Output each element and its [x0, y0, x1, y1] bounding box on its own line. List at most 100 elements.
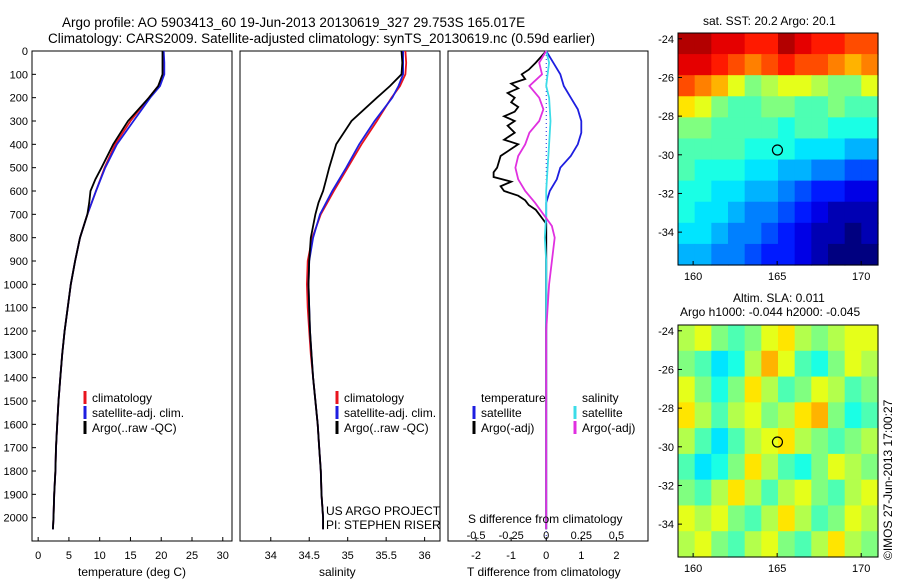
difference-profile-lines — [492, 50, 583, 530]
heatmap-cell — [678, 138, 696, 161]
heatmap-cell — [744, 479, 762, 507]
heatmap-cell — [694, 54, 712, 76]
legend-argo-label: Argo(..raw -QC) — [344, 421, 429, 435]
lon-tick-label: 160 — [684, 563, 702, 575]
heatmap-cell — [678, 159, 696, 182]
heatmap-cell — [828, 402, 846, 429]
heatmap-cell — [728, 531, 746, 558]
heatmap-cell — [844, 138, 862, 161]
heatmap-cell — [778, 33, 796, 55]
heatmap-cell — [678, 428, 696, 455]
s-difference-tick-label: 0.5 — [609, 530, 624, 542]
heatmap-cell — [778, 117, 796, 140]
lat-tick-label: -24 — [658, 326, 674, 338]
heatmap-cell — [744, 531, 762, 558]
heatmap-cell — [694, 33, 712, 55]
heatmap-cell — [761, 350, 779, 378]
heatmap-cell — [794, 75, 812, 97]
heatmap-cell — [744, 201, 762, 224]
heatmap-cell — [744, 96, 762, 118]
heatmap-cell — [828, 33, 846, 55]
heatmap-cell — [778, 159, 796, 182]
sla-argo-location-marker — [771, 436, 784, 448]
heatmap-cell — [861, 75, 879, 97]
lat-tick-label: -34 — [658, 227, 674, 239]
heatmap-cell — [744, 376, 762, 403]
heatmap-cell — [761, 159, 779, 182]
heatmap-cell — [828, 180, 846, 203]
heatmap-cell — [861, 222, 879, 245]
heatmap-cell — [828, 96, 846, 118]
depth-tick-label: 1100 — [4, 303, 28, 315]
sla-map-panel: Altim. SLA: 0.011 Argo h1000: -0.044 h20… — [658, 291, 879, 575]
heatmap-cell — [861, 479, 879, 507]
heatmap-cell — [711, 453, 729, 481]
salinity-tick-label: 36 — [418, 550, 430, 562]
heatmap-cell — [761, 325, 779, 352]
heatmap-cell — [744, 243, 762, 266]
heatmap-cell — [811, 350, 829, 378]
temperature-tick-label: 5 — [66, 550, 72, 562]
depth-tick-label: 1400 — [4, 373, 28, 385]
s-difference-tick-label: 0.25 — [571, 530, 592, 542]
heatmap-cell — [828, 117, 846, 140]
heatmap-cell — [844, 531, 862, 558]
heatmap-cell — [811, 505, 829, 532]
heatmap-cell — [711, 54, 729, 76]
depth-tick-label: 500 — [10, 163, 28, 175]
heatmap-cell — [778, 54, 796, 76]
salinity-tick-label: 35.5 — [375, 550, 396, 562]
heatmap-cell — [794, 531, 812, 558]
heatmap-cell — [828, 201, 846, 224]
heatmap-cell — [694, 350, 712, 378]
lat-tick-label: -24 — [658, 34, 674, 46]
heatmap-cell — [744, 325, 762, 352]
heatmap-cell — [828, 479, 846, 507]
heatmap-cell — [828, 376, 846, 403]
heatmap-cell — [744, 350, 762, 378]
series-argo-raw-qc- — [52, 51, 164, 530]
heatmap-cell — [744, 138, 762, 161]
heatmap-cell — [861, 33, 879, 55]
lat-tick-label: -26 — [658, 72, 674, 84]
heatmap-cell — [811, 117, 829, 140]
sst-map-panel: sat. SST: 20.2 Argo: 20.1 160 165 170 -24 -2… — [658, 14, 879, 283]
heatmap-cell — [694, 117, 712, 140]
heatmap-cell — [811, 325, 829, 352]
heatmap-cell — [711, 325, 729, 352]
t-difference-tick-label: 1 — [578, 550, 584, 562]
heatmap-cell — [711, 376, 729, 403]
depth-tick-label: 300 — [10, 116, 28, 128]
legend-salinity-title: salinity — [582, 391, 619, 405]
heatmap-cell — [711, 138, 729, 161]
heatmap-cell — [794, 201, 812, 224]
heatmap-cell — [711, 531, 729, 558]
salinity-plot-frame — [239, 50, 441, 542]
lat-tick-label: -30 — [658, 150, 674, 162]
heatmap-cell — [711, 243, 729, 266]
heatmap-cell — [844, 54, 862, 76]
heatmap-cell — [811, 33, 829, 55]
heatmap-cell — [678, 531, 696, 558]
heatmap-cell — [811, 243, 829, 266]
heatmap-cell — [844, 505, 862, 532]
heatmap-cell — [761, 376, 779, 403]
heatmap-cell — [844, 243, 862, 266]
series-s-argo-adj- — [514, 50, 556, 530]
temperature-x-axis: 0 5 10 15 20 25 30 — [35, 537, 229, 562]
heatmap-cell — [811, 453, 829, 481]
heatmap-cell — [694, 201, 712, 224]
s-difference-tick-label: -0.5 — [467, 530, 486, 542]
heatmap-cell — [761, 54, 779, 76]
heatmap-cell — [744, 402, 762, 429]
s-difference-tick-label: -0.25 — [499, 530, 524, 542]
heatmap-cell — [761, 243, 779, 266]
heatmap-cell — [694, 243, 712, 266]
temperature-x-label: temperature (deg C) — [78, 565, 186, 579]
temperature-tick-label: 20 — [155, 550, 167, 562]
heatmap-cell — [728, 428, 746, 455]
heatmap-cell — [811, 180, 829, 203]
lon-tick-label: 170 — [852, 563, 870, 575]
heatmap-cell — [711, 96, 729, 118]
legend-s-satellite-label: satellite — [582, 406, 623, 420]
